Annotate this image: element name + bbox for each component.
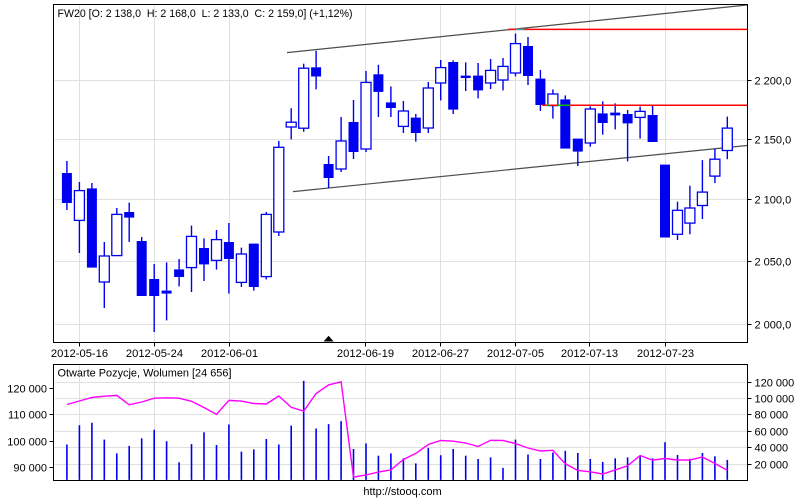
svg-text:100 000: 100 000: [755, 394, 795, 406]
svg-text:2012-07-13: 2012-07-13: [561, 348, 618, 360]
svg-text:2 150,0: 2 150,0: [755, 135, 792, 147]
svg-text:2 200,0: 2 200,0: [755, 76, 792, 88]
svg-text:2012-06-19: 2012-06-19: [337, 348, 394, 360]
svg-text:Otwarte Pozycje, Wolumen [24 6: Otwarte Pozycje, Wolumen [24 656]: [58, 368, 232, 380]
svg-text:2012-07-05: 2012-07-05: [487, 348, 544, 360]
svg-text:2012-05-16: 2012-05-16: [51, 348, 108, 360]
svg-text:2012-06-01: 2012-06-01: [201, 348, 258, 360]
svg-text:2012-05-24: 2012-05-24: [126, 348, 183, 360]
svg-text:2 050,0: 2 050,0: [755, 257, 792, 269]
svg-text:2012-07-23: 2012-07-23: [637, 348, 694, 360]
svg-text:FW20 [O: 2 138,0 H: 2 168,0: FW20 [O: 2 138,0 H: 2 168,0 L: 2 133,0 C…: [58, 8, 353, 20]
svg-text:http://stooq.com: http://stooq.com: [363, 486, 441, 498]
svg-text:110 000: 110 000: [8, 410, 47, 422]
svg-text:2 100,0: 2 100,0: [755, 195, 792, 207]
svg-text:100 000: 100 000: [7, 437, 47, 449]
svg-text:90 000: 90 000: [13, 463, 47, 475]
svg-text:20 000: 20 000: [755, 460, 789, 472]
svg-text:80 000: 80 000: [755, 410, 789, 422]
svg-text:120 000: 120 000: [755, 378, 795, 390]
svg-text:2 000,0: 2 000,0: [755, 320, 792, 332]
svg-text:60 000: 60 000: [755, 427, 789, 439]
svg-text:40 000: 40 000: [755, 443, 789, 455]
svg-text:120 000: 120 000: [7, 384, 47, 396]
svg-text:2012-06-27: 2012-06-27: [412, 348, 469, 360]
